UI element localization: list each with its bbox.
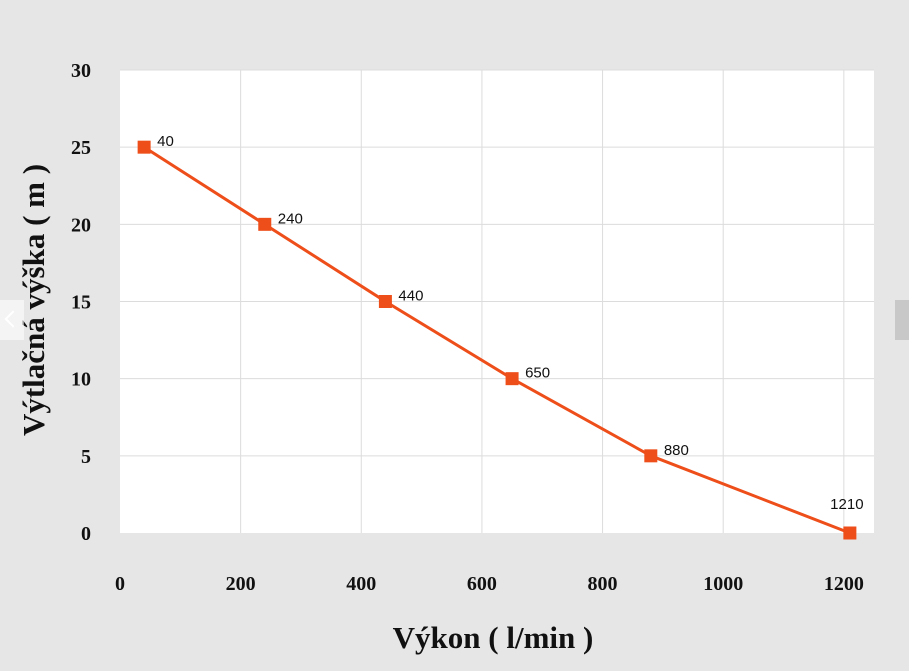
y-tick-label: 5 [81, 446, 91, 468]
data-label: 440 [398, 288, 423, 305]
y-axis-ticks: 0 5 10 15 20 25 30 [71, 60, 91, 545]
data-point [843, 526, 857, 540]
y-tick-label: 30 [71, 60, 91, 82]
x-tick-label: 600 [467, 573, 497, 595]
series-line [143, 145, 851, 535]
data-label: 40 [157, 133, 174, 150]
data-label: 1210 [830, 496, 863, 513]
chevron-left-icon[interactable] [0, 300, 24, 340]
x-axis-title: Výkon ( l/min ) [393, 620, 594, 655]
x-tick-label: 200 [226, 573, 256, 595]
chevron-right-icon[interactable] [895, 300, 909, 340]
x-tick-label: 400 [346, 573, 376, 595]
y-tick-label: 10 [71, 369, 91, 391]
y-tick-label: 25 [71, 137, 91, 159]
x-tick-label: 800 [588, 573, 618, 595]
data-label: 650 [525, 365, 550, 382]
data-point [378, 295, 392, 308]
y-tick-label: 0 [81, 523, 91, 545]
data-point [644, 449, 658, 463]
series-group: 40 240 440 650 880 1210 [137, 133, 864, 540]
x-axis-ticks: 0 200 400 600 800 1000 1200 [115, 573, 864, 595]
data-point [137, 140, 151, 154]
grid [120, 69, 874, 533]
data-label: 880 [664, 442, 689, 459]
y-tick-label: 15 [71, 292, 91, 314]
data-label: 240 [278, 210, 303, 227]
x-tick-label: 0 [115, 573, 125, 595]
x-tick-label: 1200 [824, 573, 864, 595]
x-tick-label: 1000 [703, 573, 743, 595]
y-tick-label: 20 [71, 214, 91, 236]
data-point [505, 372, 519, 386]
data-point [258, 217, 272, 231]
